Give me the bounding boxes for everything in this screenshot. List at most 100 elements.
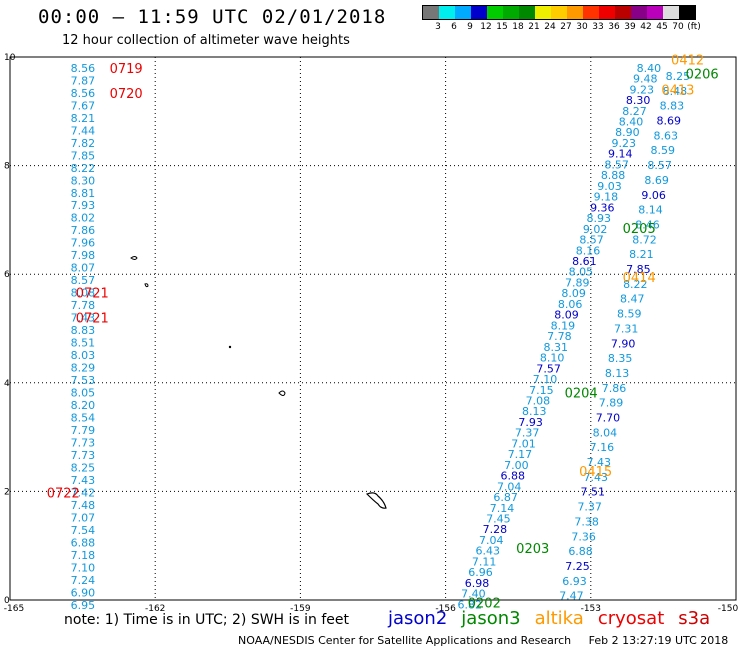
swh-value: 6.98 [465,577,490,590]
swh-value: 7.73 [71,437,96,450]
legend-item-jason3: jason3 [461,608,521,629]
swh-value: 7.31 [614,322,639,335]
swh-value: 7.44 [71,124,96,137]
swh-value: 6.43 [475,545,500,558]
swh-value: 9.18 [594,191,619,204]
swh-value: 8.09 [554,309,579,322]
swh-value: 8.22 [623,278,648,291]
scale-label: 21 [528,22,540,32]
scale-swatch [423,6,439,19]
swh-value: 6.88 [501,470,526,483]
scale-label: 18 [512,22,524,32]
swh-value: 8.10 [540,352,565,365]
swh-value: 6.88 [71,536,96,549]
scale-swatch [439,6,455,19]
y-tick-label: 0 [4,596,10,606]
scale-label: 12 [480,22,492,32]
swh-value: 7.47 [559,590,584,603]
swh-value: 8.83 [71,324,96,337]
legend-item-altika: altika [534,608,584,629]
swh-value: 8.04 [593,426,618,439]
scale-swatch [535,6,551,19]
swh-value: 7.43 [71,312,96,325]
island-shape [278,390,286,396]
swh-value: 8.47 [620,293,645,306]
swh-value: 7.70 [596,411,621,424]
y-tick-label: 4 [4,379,10,389]
swh-value: 8.72 [632,233,657,246]
swh-value: 8.83 [660,100,685,113]
y-tick-label: 8 [4,162,10,172]
swh-value: 8.56 [71,87,96,100]
swh-value: 7.98 [71,249,96,262]
swh-value: 8.88 [601,169,626,182]
swh-value: 7.78 [547,330,572,343]
color-scale: 3 6 9 12 15 18 21 24 27 30 33 36 39 42 45 70 (ft) [422,5,701,32]
swh-value: 9.36 [590,201,615,214]
pass-time-label: 0721 [76,287,109,302]
island-shape [228,345,232,349]
swh-value: 7.10 [533,373,558,386]
satellite-legend: jason2 jason3 altika cryosat s3a [388,608,724,629]
swh-value: 7.82 [71,137,96,150]
swh-value: 8.63 [654,129,679,142]
swh-value: 7.85 [626,263,651,276]
swh-value: 7.43 [71,474,96,487]
scale-label: 36 [608,22,620,32]
timestamp: Feb 2 13:27:19 UTC 2018 [588,634,729,647]
y-tick-label: 10 [4,53,16,63]
swh-value: 7.43 [587,456,612,469]
swh-value: 8.40 [637,62,662,75]
swh-value: 7.89 [565,276,590,289]
legend-item-cryosat: cryosat [597,608,665,629]
swh-value: 9.23 [612,137,637,150]
swh-value: 8.09 [561,287,586,300]
swh-value: 7.28 [483,523,508,536]
pass-time-label: 0204 [565,387,598,402]
y-tick-label: 2 [4,487,10,497]
swh-value: 8.35 [608,352,633,365]
color-scale-bar [422,5,696,20]
swh-value: 7.89 [599,397,624,410]
scale-swatch [567,6,583,19]
swh-value: 7.42 [71,486,96,499]
swh-value: 8.61 [572,255,597,268]
swh-value: 7.54 [71,524,96,537]
swh-value: 7.11 [472,555,497,568]
pass-time-label: 0721 [76,312,109,327]
swh-value: 7.87 [71,74,96,87]
swh-value: 7.00 [504,459,529,472]
swh-value: 8.56 [71,62,96,75]
scale-label: 42 [640,22,652,32]
pass-time-label: 0722 [47,486,80,501]
scale-label: 15 [496,22,508,32]
scale-swatch [583,6,599,19]
swh-value: 8.59 [650,144,675,157]
pass-time-label: 0205 [623,222,656,237]
scale-swatch [471,6,487,19]
swh-value: 9.14 [608,148,633,161]
swh-value: 7.48 [71,499,96,512]
scale-label: 33 [592,22,604,32]
island-shape [365,492,387,509]
x-tick-label: -156 [435,604,456,614]
x-tick-label: -165 [4,604,24,614]
swh-value: 8.59 [617,308,642,321]
scale-label: 3 [435,22,441,32]
map-frame [9,56,737,601]
swh-value: 7.43 [584,471,609,484]
swh-value: 9.03 [597,180,622,193]
swh-value: 8.30 [626,94,651,107]
swh-value: 7.73 [71,449,96,462]
swh-value: 6.87 [493,491,518,504]
scale-swatch [487,6,503,19]
swh-value: 7.17 [508,448,533,461]
swh-value: 7.18 [71,549,96,562]
scale-label: 24 [544,22,556,32]
page-title: 00:00 – 11:59 UTC 02/01/2018 [38,6,387,28]
swh-value: 8.40 [619,116,644,129]
swh-value: 8.90 [615,126,640,139]
swh-value: 7.04 [479,534,504,547]
pass-time-label: 0415 [579,465,612,480]
